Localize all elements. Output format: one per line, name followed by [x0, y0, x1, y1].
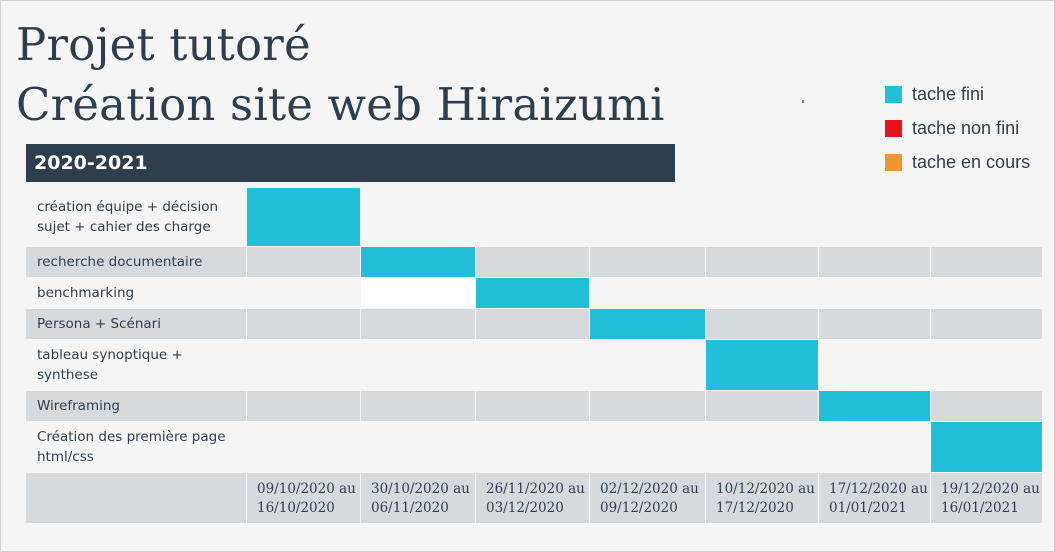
- gantt-cell: [476, 188, 589, 246]
- legend-label-in-progress: tache en cours: [912, 152, 1031, 172]
- gantt-cell: [931, 309, 1042, 339]
- gantt-cell: [476, 422, 589, 472]
- gantt-cell: [247, 391, 360, 421]
- task-label: Création des première page html/css: [37, 429, 226, 465]
- date-cell: [247, 473, 360, 523]
- task-label: création équipe + décision sujet + cahie…: [37, 199, 219, 235]
- gantt-cell: [476, 391, 589, 421]
- period-label: 10/12/2020 au 17/12/2020: [716, 481, 815, 516]
- legend-label-not-done: tache non fini: [912, 118, 1020, 138]
- gantt-cell: [361, 309, 475, 339]
- legend-swatch-in-progress: [885, 154, 902, 171]
- legend-item-not-done: tache non fini: [885, 118, 1019, 139]
- task-bar: [706, 340, 818, 390]
- gantt-cell: [361, 188, 475, 246]
- gantt-cell: [590, 340, 705, 390]
- task-label: tableau synoptique + synthese: [37, 347, 183, 383]
- legend-swatch-done: [885, 86, 902, 103]
- task-label: Persona + Scénari: [37, 316, 161, 332]
- stray-mark: [802, 100, 804, 103]
- task-label-cell: [26, 247, 246, 277]
- legend-item-in-progress: tache en cours: [885, 152, 1030, 173]
- date-cell: [706, 473, 818, 523]
- gantt-cell: [931, 247, 1042, 277]
- task-bar: [476, 278, 589, 308]
- gantt-cell: [476, 247, 589, 277]
- period-label: 09/10/2020 au 16/10/2020: [257, 481, 356, 516]
- gantt-cell: [590, 422, 705, 472]
- gantt-cell: [361, 278, 475, 308]
- gantt-cell: [247, 340, 360, 390]
- date-cell: [819, 473, 930, 523]
- legend-swatch-not-done: [885, 120, 902, 137]
- task-bar: [819, 391, 930, 421]
- gantt-cell: [476, 340, 589, 390]
- year-header: 2020-2021: [26, 144, 675, 182]
- task-label-cell: [26, 391, 246, 421]
- task-bar: [931, 422, 1042, 472]
- period-label: 30/10/2020 au 06/11/2020: [371, 481, 470, 516]
- gantt-cell: [819, 309, 930, 339]
- gantt-cell: [590, 278, 705, 308]
- period-label: 26/11/2020 au 03/12/2020: [486, 481, 585, 516]
- gantt-cell: [931, 340, 1042, 390]
- gantt-cell: [247, 278, 360, 308]
- gantt-cell: [819, 188, 930, 246]
- date-cell: [590, 473, 705, 523]
- gantt-cell: [819, 278, 930, 308]
- date-cell: [931, 473, 1042, 523]
- gantt-cell: [931, 278, 1042, 308]
- legend-label-done: tache fini: [912, 84, 985, 104]
- gantt-cell: [247, 247, 360, 277]
- gantt-cell: [361, 422, 475, 472]
- task-label: benchmarking: [37, 285, 135, 301]
- task-label-cell: [26, 309, 246, 339]
- page-title-line-2: Création site web Hiraizumi: [16, 78, 665, 131]
- year-label: 2020-2021: [34, 152, 148, 174]
- page-title-line-1: Projet tutoré: [16, 18, 311, 71]
- gantt-cell: [706, 188, 818, 246]
- gantt-cell: [931, 391, 1042, 421]
- date-cell: [361, 473, 475, 523]
- gantt-cell: [247, 422, 360, 472]
- gantt-cell: [590, 188, 705, 246]
- task-label: recherche documentaire: [37, 254, 203, 270]
- period-label: 17/12/2020 au 01/01/2021: [829, 481, 928, 516]
- gantt-cell: [819, 247, 930, 277]
- task-label: Wireframing: [37, 398, 120, 414]
- gantt-cell: [590, 391, 705, 421]
- date-cell: [476, 473, 589, 523]
- gantt-cell: [706, 247, 818, 277]
- period-label: 19/12/2020 au 16/01/2021: [941, 481, 1040, 516]
- task-bar: [590, 309, 705, 339]
- date-row-label-cell: [26, 473, 246, 523]
- gantt-cell: [590, 247, 705, 277]
- gantt-cell: [361, 340, 475, 390]
- gantt-cell: [247, 309, 360, 339]
- gantt-cell: [819, 340, 930, 390]
- gantt-cell: [706, 309, 818, 339]
- period-label: 02/12/2020 au 09/12/2020: [600, 481, 699, 516]
- gantt-cell: [931, 188, 1042, 246]
- gantt-cell: [819, 422, 930, 472]
- task-bar: [361, 247, 475, 277]
- legend-item-done: tache fini: [885, 84, 984, 105]
- gantt-cell: [476, 309, 589, 339]
- gantt-cell: [706, 391, 818, 421]
- task-bar: [247, 188, 360, 246]
- gantt-cell: [361, 391, 475, 421]
- gantt-cell: [706, 278, 818, 308]
- gantt-cell: [706, 422, 818, 472]
